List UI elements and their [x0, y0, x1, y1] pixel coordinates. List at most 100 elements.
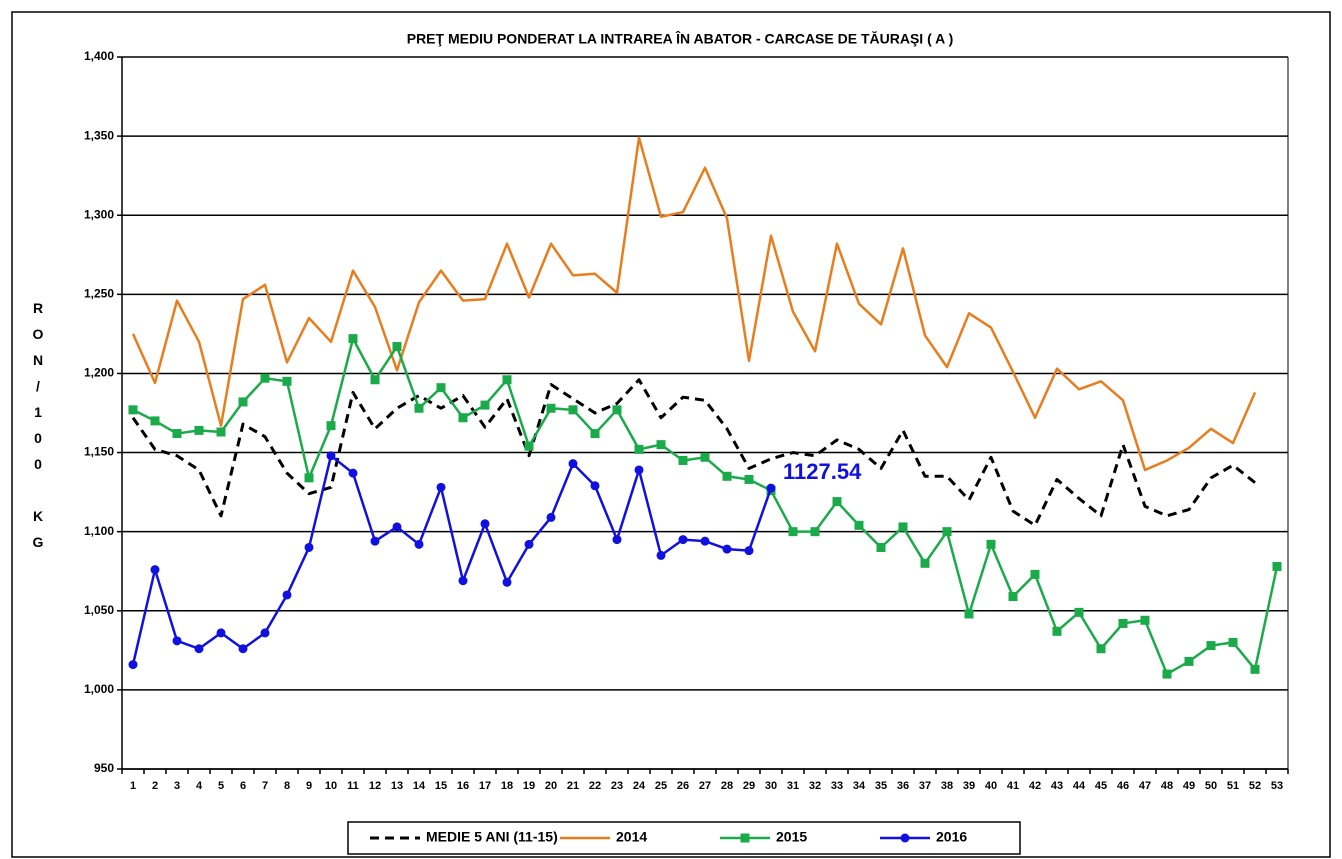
- x-tick-label: 20: [545, 780, 557, 792]
- marker: [172, 636, 182, 646]
- x-tick-label: 16: [457, 780, 469, 792]
- x-tick-label: 45: [1095, 780, 1107, 792]
- marker: [590, 481, 600, 491]
- marker: [1272, 561, 1282, 571]
- marker: [194, 425, 204, 435]
- marker: [740, 833, 750, 843]
- x-tick-label: 10: [325, 780, 337, 792]
- marker: [634, 444, 644, 454]
- marker: [458, 576, 468, 586]
- marker: [282, 590, 292, 600]
- marker: [744, 546, 754, 556]
- marker: [854, 520, 864, 530]
- y-tick-label: 1,000: [84, 682, 114, 696]
- x-tick-label: 19: [523, 780, 535, 792]
- series-line: [131, 378, 1256, 527]
- marker: [612, 405, 622, 415]
- marker: [524, 441, 534, 451]
- x-tick-label: 30: [765, 780, 777, 792]
- marker: [238, 644, 248, 654]
- marker: [900, 833, 910, 843]
- x-tick-label: 18: [501, 780, 513, 792]
- marker: [1008, 592, 1018, 602]
- x-tick-label: 4: [196, 780, 203, 792]
- legend-label: MEDIE 5 ANI (11-15): [426, 829, 558, 845]
- marker: [348, 468, 358, 478]
- marker: [810, 527, 820, 537]
- marker: [194, 644, 204, 654]
- x-tick-label: 31: [787, 780, 799, 792]
- marker: [1184, 656, 1194, 666]
- x-tick-label: 37: [919, 780, 931, 792]
- x-tick-label: 52: [1249, 780, 1261, 792]
- x-tick-label: 44: [1073, 780, 1086, 792]
- marker: [502, 375, 512, 385]
- marker: [546, 403, 556, 413]
- marker: [282, 376, 292, 386]
- x-tick-label: 8: [284, 780, 290, 792]
- x-tick-label: 48: [1161, 780, 1173, 792]
- marker: [722, 471, 732, 481]
- marker: [1206, 641, 1216, 651]
- marker: [634, 465, 644, 475]
- marker: [876, 542, 886, 552]
- x-tick-label: 14: [413, 780, 426, 792]
- marker: [1030, 569, 1040, 579]
- x-tick-label: 6: [240, 780, 246, 792]
- marker: [1052, 626, 1062, 636]
- series-line: [131, 136, 1257, 472]
- x-tick-label: 5: [218, 780, 224, 792]
- marker: [150, 565, 160, 575]
- marker: [128, 660, 138, 670]
- marker: [1096, 644, 1106, 654]
- marker: [942, 527, 952, 537]
- x-tick-label: 2: [152, 780, 158, 792]
- x-tick-label: 17: [479, 780, 491, 792]
- marker: [1250, 664, 1260, 674]
- marker: [480, 400, 490, 410]
- marker: [304, 542, 314, 552]
- chart-border: [11, 11, 1331, 858]
- marker: [480, 519, 490, 529]
- x-tick-label: 34: [853, 780, 866, 792]
- x-tick-label: 22: [589, 780, 601, 792]
- series-line: [131, 454, 773, 665]
- marker: [964, 609, 974, 619]
- x-tick-label: 53: [1271, 780, 1283, 792]
- marker: [216, 427, 226, 437]
- legend-label: 2016: [936, 829, 967, 845]
- marker: [326, 421, 336, 431]
- y-tick-label: 950: [94, 761, 114, 775]
- x-tick-label: 24: [633, 780, 646, 792]
- marker: [436, 383, 446, 393]
- x-tick-label: 32: [809, 780, 821, 792]
- marker: [414, 403, 424, 413]
- x-tick-label: 12: [369, 780, 381, 792]
- marker: [326, 451, 336, 461]
- marker: [260, 628, 270, 638]
- marker: [920, 558, 930, 568]
- x-tick-label: 38: [941, 780, 953, 792]
- marker: [260, 373, 270, 383]
- marker: [216, 628, 226, 638]
- x-tick-label: 7: [262, 780, 268, 792]
- marker: [1140, 615, 1150, 625]
- chart-title: PREŢ MEDIU PONDERAT LA INTRAREA ÎN ABATO…: [407, 30, 954, 47]
- x-tick-label: 28: [721, 780, 733, 792]
- marker: [898, 522, 908, 532]
- marker: [568, 459, 578, 469]
- marker: [568, 405, 578, 415]
- x-tick-label: 26: [677, 780, 689, 792]
- marker: [1118, 618, 1128, 628]
- marker: [656, 440, 666, 450]
- y-tick-label: 1,300: [84, 207, 114, 221]
- marker: [172, 429, 182, 439]
- x-tick-label: 25: [655, 780, 667, 792]
- marker: [238, 397, 248, 407]
- marker: [678, 455, 688, 465]
- y-tick-label: 1,350: [84, 128, 114, 142]
- x-tick-label: 39: [963, 780, 975, 792]
- marker: [348, 334, 358, 344]
